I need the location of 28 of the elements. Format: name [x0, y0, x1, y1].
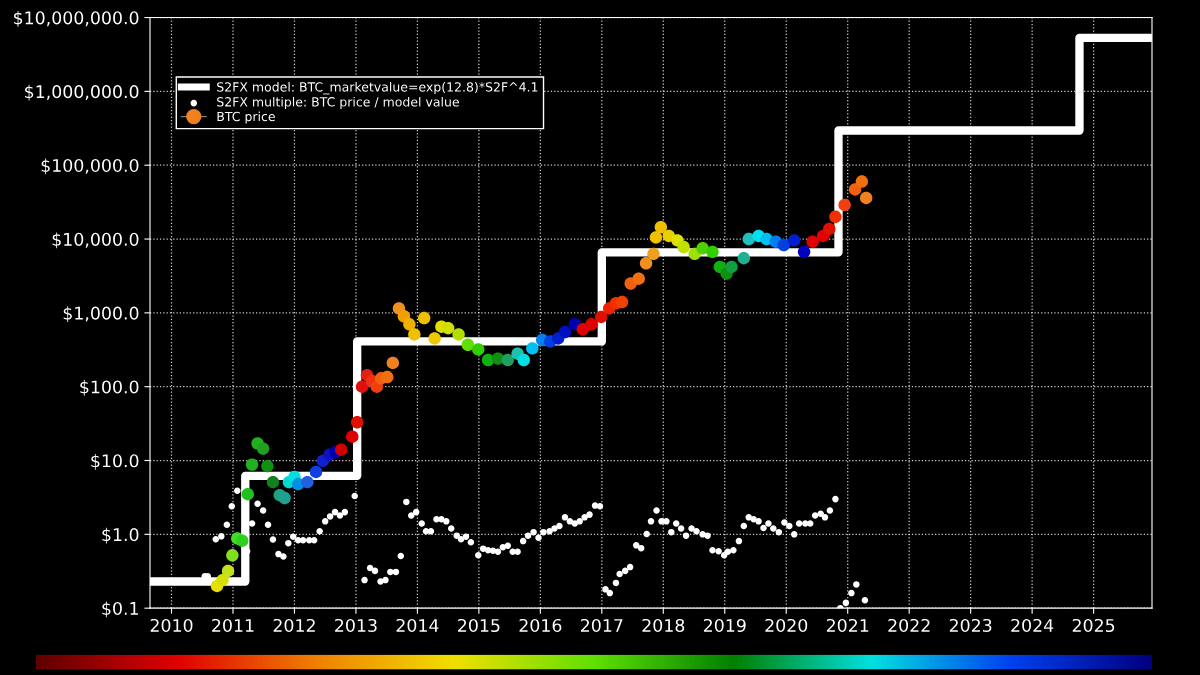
- x-tick-label: 2023: [949, 618, 992, 633]
- y-tick-label: $10,000.0: [52, 232, 139, 249]
- x-tick-label: 2018: [642, 618, 685, 633]
- x-tick-label: 2022: [888, 618, 930, 633]
- x-tick-label: 2016: [519, 618, 562, 633]
- x-tick-label: 2014: [396, 618, 439, 633]
- x-tick-label: 2010: [150, 618, 193, 633]
- x-tick-label: 2019: [703, 618, 746, 633]
- x-tick-label: 2024: [1011, 618, 1054, 633]
- y-tick-label: $1.0: [102, 527, 139, 544]
- x-tick-label: 2013: [335, 618, 377, 633]
- x-tick-label: 2020: [765, 618, 808, 633]
- x-tick-label: 2025: [1072, 618, 1115, 633]
- legend-label: S2FX multiple: BTC price / model value: [217, 96, 459, 109]
- y-tick-label: $100.0: [80, 380, 139, 396]
- y-tick-label: $10.0: [91, 453, 139, 470]
- y-tick-label: $10,000,000.0: [14, 10, 139, 27]
- x-tick-label: 2012: [273, 618, 315, 633]
- x-tick-label: 2021: [826, 618, 869, 633]
- x-tick-label: 2017: [581, 618, 623, 633]
- x-tick-label: 2011: [212, 618, 254, 633]
- legend-label: S2FX model: BTC_marketvalue=exp(12.8)*S2F^4.1: [217, 81, 538, 95]
- legend-label: BTC price: [217, 111, 275, 124]
- y-tick-label: $1,000.0: [63, 306, 139, 323]
- y-tick-label: $100,000.0: [41, 158, 139, 175]
- y-tick-label: $0.1: [102, 601, 138, 618]
- x-tick-label: 2015: [458, 618, 500, 633]
- y-tick-label: $1,000,000.0: [25, 84, 139, 101]
